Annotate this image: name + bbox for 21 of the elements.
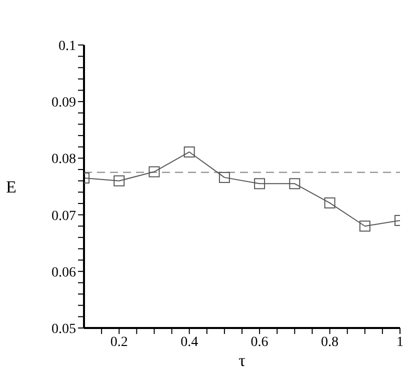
x-tick-label: 0.4 [180,334,198,350]
point [254,178,266,190]
point [359,220,370,232]
x-tick-label: 0.8 [321,334,339,350]
x-axis-title: τ [238,351,246,369]
point [148,166,160,178]
y-tick-label: 0.06 [52,265,76,280]
point [184,146,195,158]
point [289,178,300,190]
x-tick-label: 0.6 [250,334,268,350]
y-axis-title: E [6,178,16,197]
y-tick-label: 0.1 [58,38,76,54]
point [114,175,125,186]
y-tick-label: 0.07 [52,208,76,224]
point [324,197,336,208]
point [218,172,230,183]
y-tick-label: 0.05 [52,322,76,337]
x-tick-label: 1 [396,334,404,350]
y-tick-label: 0.09 [52,96,76,111]
y-tick-label: 0.08 [52,152,76,168]
x-tick-label: 0.2 [110,334,128,350]
